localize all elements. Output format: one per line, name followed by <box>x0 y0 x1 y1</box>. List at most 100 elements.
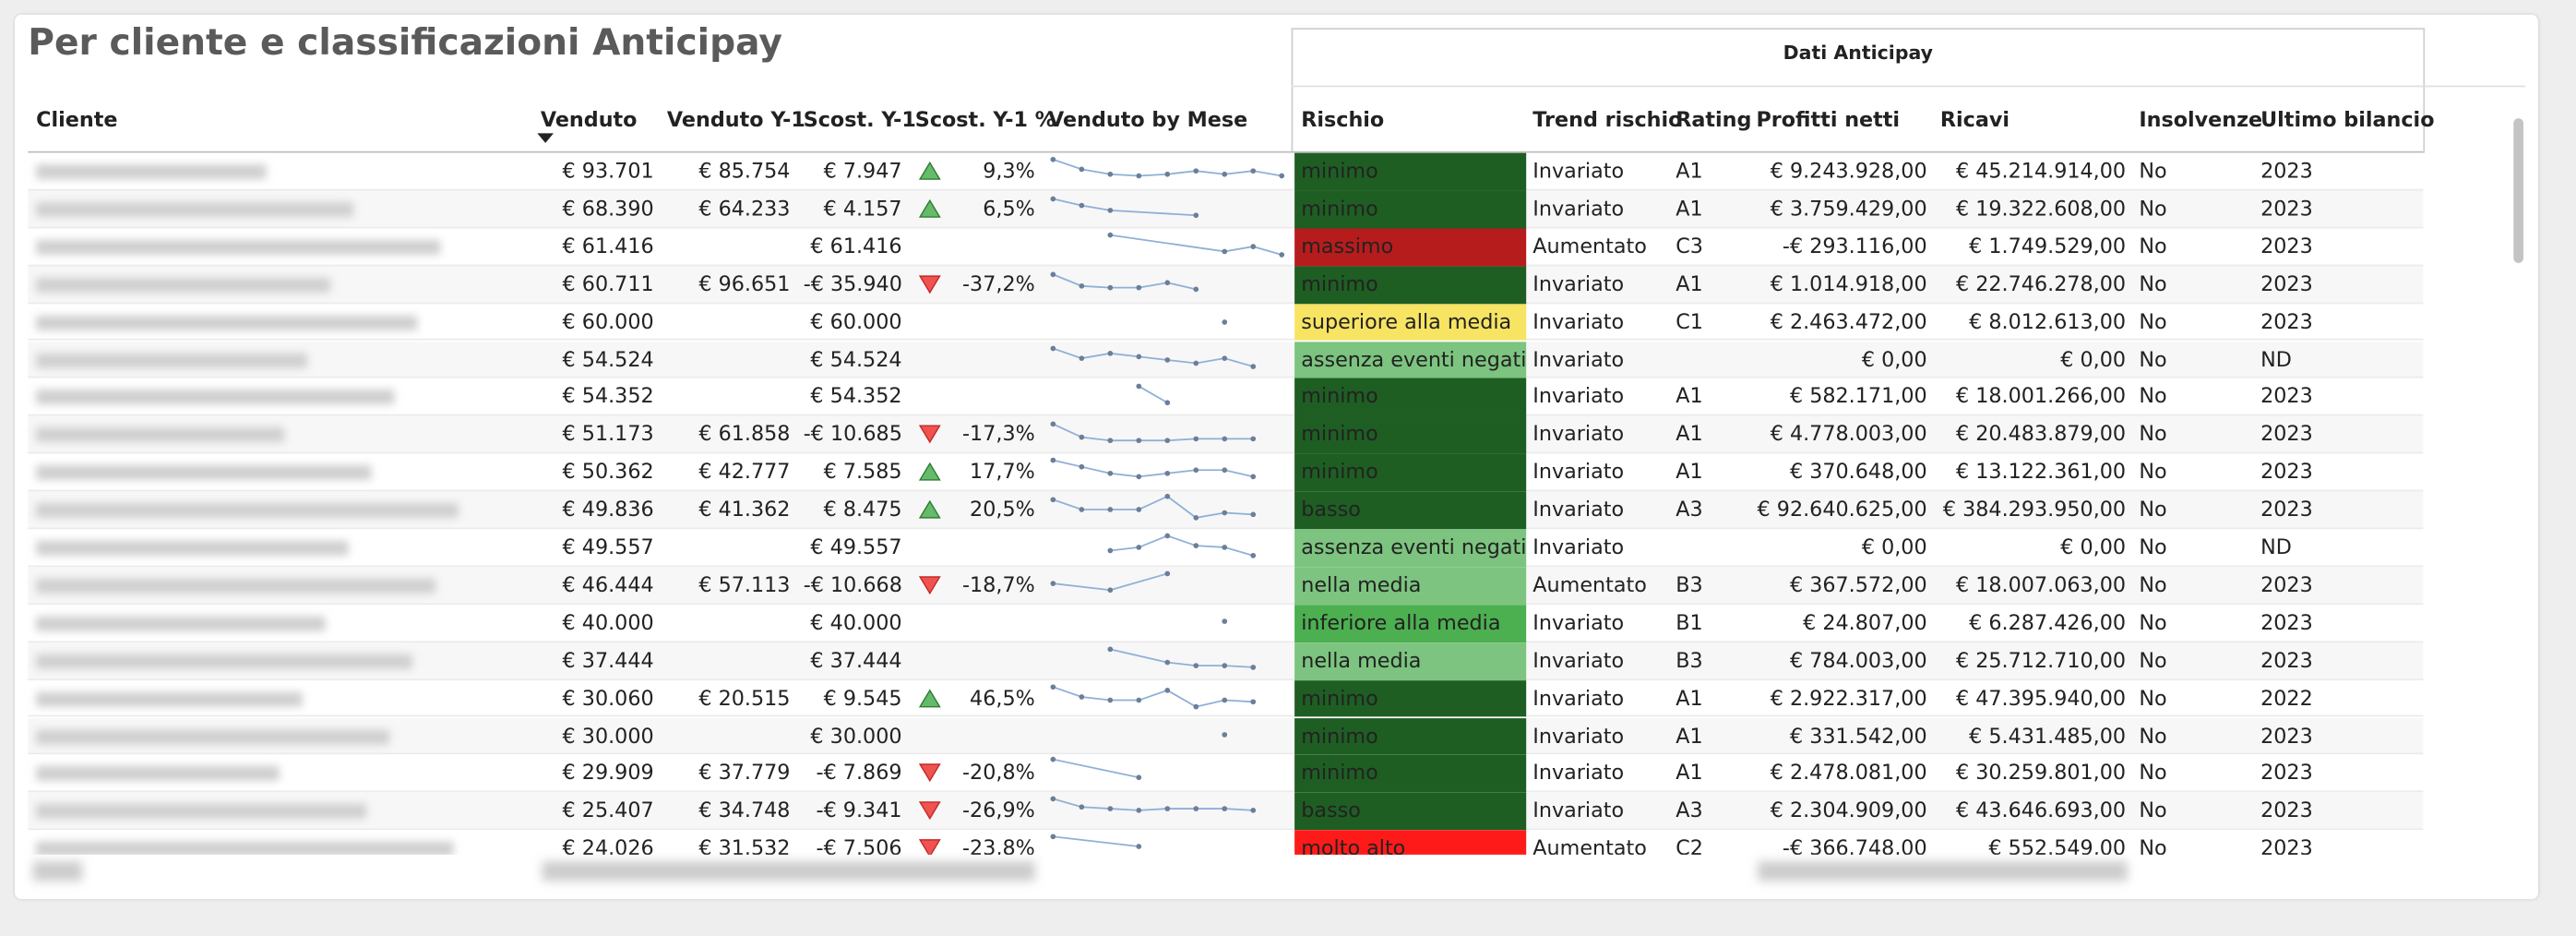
sparkline-point <box>1136 696 1142 702</box>
table-cell: A1 <box>1676 383 1703 409</box>
row-background <box>28 265 2424 304</box>
sparkline-point <box>1164 438 1171 444</box>
table-cell: No <box>2139 684 2167 710</box>
client-name-blurred <box>36 616 326 631</box>
risk-cell: minimo <box>1294 265 1527 304</box>
sparkline-point <box>1222 437 1228 442</box>
table-cell: 6,5% <box>983 195 1035 221</box>
sparkline <box>1050 344 1257 369</box>
table-cell: -€ 7.869 <box>816 760 902 786</box>
sparkline-point <box>1136 384 1142 390</box>
arrow-shape <box>918 274 941 294</box>
table-cell: 2023 <box>2260 834 2313 855</box>
table-cell: € 61.416 <box>562 233 654 258</box>
table-cell: A1 <box>1676 195 1703 221</box>
risk-cell: minimo <box>1294 416 1527 454</box>
row-background <box>28 416 2424 454</box>
trend-arrow <box>918 198 941 218</box>
table-cell: € 8.475 <box>823 496 902 522</box>
table-cell: B1 <box>1676 609 1703 634</box>
table-cell: -€ 10.685 <box>803 421 902 447</box>
sparkline-point <box>1250 437 1257 442</box>
table-cell: € 0,00 <box>2060 534 2127 559</box>
table-cell: No <box>2139 459 2167 484</box>
sparkline-line <box>1138 386 1168 404</box>
sparkline-point <box>1250 698 1257 704</box>
client-name-blurred <box>36 690 303 706</box>
table-cell: € 57.113 <box>698 571 791 597</box>
sparkline-point <box>1222 731 1228 737</box>
sparkline-point <box>1050 757 1056 763</box>
table-cell: No <box>2139 421 2167 447</box>
sparkline-point <box>1164 659 1171 665</box>
sparkline-point <box>1222 696 1228 702</box>
table-cell: € 61.416 <box>810 233 902 258</box>
client-name-blurred <box>36 164 267 180</box>
trend-arrow <box>918 688 941 707</box>
sparkline-point <box>1107 645 1114 652</box>
client-name-blurred <box>36 315 418 330</box>
table-cell: € 24.807,00 <box>1803 609 1927 634</box>
table-cell: € 0,00 <box>2060 345 2127 371</box>
sparkline-point <box>1107 696 1114 702</box>
scrollbar[interactable] <box>2513 118 2524 263</box>
risk-cell: inferiore alla media <box>1294 604 1527 642</box>
table-cell: No <box>2139 195 2167 221</box>
table-cell: A1 <box>1676 760 1703 786</box>
sparkline-point <box>1193 168 1199 174</box>
table-cell: € 41.362 <box>698 496 791 522</box>
sparkline-point <box>1222 171 1228 177</box>
table-cell: € 2.463.472,00 <box>1770 308 1927 333</box>
table-cell: -€ 293.116,00 <box>1782 233 1927 258</box>
sort-indicator[interactable] <box>537 133 555 144</box>
row-background <box>28 190 2424 229</box>
sparkline-point <box>1193 437 1199 442</box>
table-cell: € 9.243.928,00 <box>1770 157 1927 183</box>
sparkline <box>1050 458 1257 480</box>
sparkline-point <box>1079 435 1085 441</box>
sparkline-point <box>1050 344 1056 351</box>
sparkline-point <box>1107 350 1114 355</box>
sparkline-point <box>1193 359 1199 366</box>
sparkline <box>1050 494 1257 521</box>
table-cell: A1 <box>1676 157 1703 183</box>
table-cell: € 24.026 <box>562 834 654 855</box>
group-header-box <box>1291 28 2426 153</box>
sparkline-point <box>1050 497 1056 503</box>
table-cell: € 20.515 <box>698 684 791 710</box>
table-cell: € 37.444 <box>562 646 654 672</box>
table-cell: Invariato <box>1532 722 1625 748</box>
table-cell: € 40.000 <box>810 609 902 634</box>
risk-cell: massimo <box>1294 228 1527 266</box>
table-body: € 93.701 € 85.754 € 7.947 9,3% minimo Invaria… <box>0 152 2576 855</box>
column-header: Venduto <box>540 106 638 132</box>
table-cell: No <box>2139 383 2167 409</box>
sparkline-point <box>1222 354 1228 361</box>
table-cell: € 37.444 <box>810 646 902 672</box>
sparkline-point <box>1107 207 1114 213</box>
sparkline-point <box>1107 806 1114 812</box>
risk-cell: minimo <box>1294 453 1527 492</box>
trend-arrow <box>918 839 941 855</box>
column-header: Trend rischio <box>1532 106 1683 132</box>
arrow-shape <box>918 425 941 444</box>
sparkline <box>1107 533 1257 558</box>
total-values-blurred <box>1758 861 2128 882</box>
row-background <box>28 378 2424 416</box>
sparkline-line <box>1110 234 1282 256</box>
sparkline-line <box>1053 685 1254 707</box>
table-cell: A1 <box>1676 459 1703 484</box>
table-cell: € 54.352 <box>810 383 902 409</box>
sparkline-point <box>1050 458 1056 463</box>
trend-arrow <box>918 763 941 783</box>
table-cell: -€ 35.940 <box>803 270 902 295</box>
arrow-shape <box>918 688 941 707</box>
sparkline <box>1222 731 1228 737</box>
sparkline-point <box>1050 196 1056 202</box>
table-cell: No <box>2139 760 2167 786</box>
table-cell: € 384.293.950,00 <box>1942 496 2127 522</box>
sparkline-point <box>1250 808 1257 814</box>
table-cell: € 552.549,00 <box>1988 834 2127 855</box>
sparkline-point <box>1164 806 1171 812</box>
client-name-blurred <box>36 804 367 820</box>
